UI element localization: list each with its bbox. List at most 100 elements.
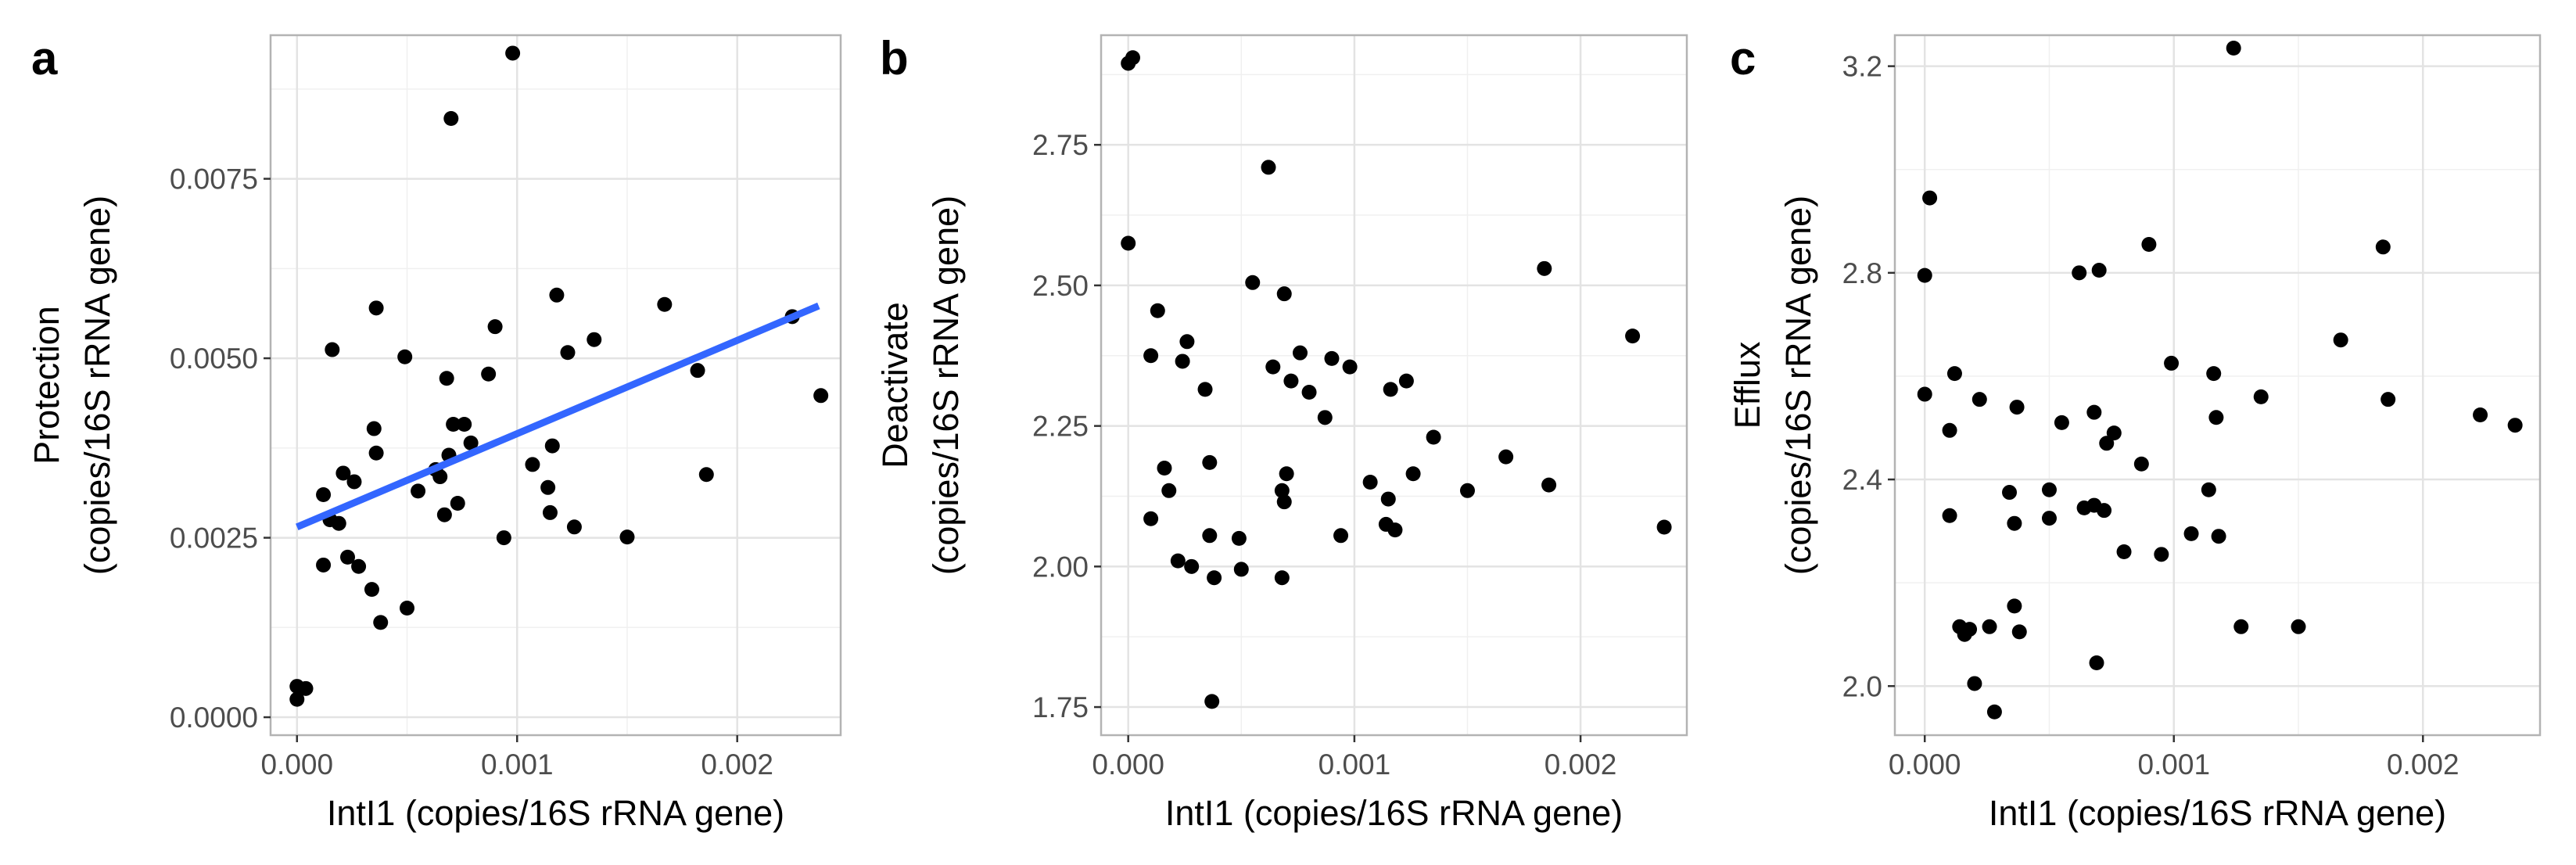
data-point bbox=[1383, 382, 1398, 397]
data-point bbox=[1231, 530, 1247, 546]
x-axis-title: IntI1 (copies/16S rRNA gene) bbox=[327, 793, 784, 833]
plot-area bbox=[271, 35, 841, 735]
data-point bbox=[373, 615, 389, 630]
data-point bbox=[587, 332, 602, 347]
data-point bbox=[1121, 235, 1136, 251]
y-tick-label: 2.0 bbox=[1842, 670, 1882, 702]
y-tick-label: 0.0075 bbox=[170, 163, 258, 196]
data-point bbox=[566, 519, 582, 535]
y-tick-label: 3.2 bbox=[1842, 51, 1882, 83]
data-point bbox=[450, 496, 465, 511]
data-point bbox=[289, 691, 305, 707]
data-point bbox=[1498, 449, 1514, 465]
panel-c: 0.000 0.001 0.002 2.0 2.4 2.8 3.2 IntI1 (copies… bbox=[1727, 32, 2542, 833]
data-point bbox=[1541, 477, 1557, 493]
data-point bbox=[2041, 482, 2057, 497]
data-point bbox=[1207, 570, 1222, 586]
data-point bbox=[1405, 466, 1421, 482]
x-tick-label: 0.002 bbox=[2387, 748, 2459, 781]
panel-border bbox=[1100, 34, 1688, 737]
data-point bbox=[1143, 348, 1159, 364]
data-point bbox=[2226, 41, 2241, 56]
data-point bbox=[1161, 483, 1177, 498]
panel-letter: a bbox=[31, 32, 58, 84]
data-point bbox=[1292, 345, 1308, 361]
data-point bbox=[1387, 522, 1403, 538]
data-point bbox=[368, 445, 384, 461]
data-point bbox=[443, 110, 459, 126]
data-point bbox=[2007, 598, 2022, 614]
data-point bbox=[1175, 354, 1190, 369]
fit-line bbox=[296, 302, 820, 530]
data-point bbox=[481, 366, 497, 382]
data-point bbox=[690, 363, 705, 379]
data-point bbox=[2089, 655, 2104, 671]
x-tick-label: 0.001 bbox=[2137, 748, 2210, 781]
x-axis-title: IntI1 (copies/16S rRNA gene) bbox=[1165, 793, 1623, 833]
y-axis-title: (copies/16S rRNA gene) bbox=[77, 196, 117, 575]
data-point bbox=[1245, 275, 1261, 290]
data-point bbox=[1179, 334, 1195, 350]
panel-letter: c bbox=[1730, 32, 1756, 84]
panel-letter: b bbox=[880, 32, 909, 84]
data-point bbox=[1333, 528, 1349, 544]
y-axis-title: Deactivate bbox=[875, 302, 915, 468]
data-point bbox=[487, 319, 503, 335]
data-point bbox=[542, 504, 558, 520]
y-tick-label: 0.0050 bbox=[170, 343, 258, 375]
data-point bbox=[2208, 410, 2224, 425]
data-point bbox=[2154, 547, 2169, 562]
data-point bbox=[2211, 529, 2226, 544]
points bbox=[1121, 50, 1672, 709]
data-point bbox=[1537, 260, 1552, 276]
data-point bbox=[813, 388, 829, 404]
x-tick-label: 0.001 bbox=[1318, 748, 1391, 781]
data-point bbox=[1942, 422, 1957, 438]
data-point bbox=[496, 530, 511, 546]
data-point bbox=[560, 345, 576, 361]
data-point bbox=[2164, 355, 2180, 371]
data-point bbox=[2097, 503, 2112, 519]
data-point bbox=[1971, 392, 1987, 407]
gridlines bbox=[1895, 35, 2540, 735]
data-point bbox=[1265, 359, 1281, 375]
plot-area bbox=[1895, 35, 2540, 735]
panel-border bbox=[269, 34, 842, 737]
data-point bbox=[346, 474, 362, 490]
y-axis-title: Efflux bbox=[1727, 341, 1767, 429]
data-point bbox=[1233, 562, 1249, 577]
data-point bbox=[2002, 485, 2018, 501]
data-point bbox=[335, 465, 351, 481]
x-tick-label: 0.002 bbox=[1545, 748, 1617, 781]
data-point bbox=[2183, 526, 2199, 541]
y-tick-label: 2.75 bbox=[1032, 129, 1089, 161]
y-tick-label: 2.8 bbox=[1842, 257, 1882, 289]
data-point bbox=[544, 438, 560, 454]
data-point bbox=[657, 296, 673, 312]
panel-border bbox=[1893, 34, 2542, 737]
data-point bbox=[2380, 392, 2396, 407]
data-point bbox=[1362, 475, 1378, 490]
data-point bbox=[368, 300, 384, 316]
data-point bbox=[316, 557, 332, 572]
panel-b: 0.000 0.001 0.002 1.75 2.00 2.25 2.50 2.75 IntI1… bbox=[875, 32, 1688, 833]
data-point bbox=[1625, 328, 1641, 344]
y-tick-label: 2.4 bbox=[1842, 464, 1882, 496]
data-point bbox=[2375, 239, 2391, 255]
x-tick-label: 0.000 bbox=[1092, 748, 1164, 781]
data-point bbox=[463, 435, 479, 450]
data-point bbox=[1967, 676, 1982, 691]
data-point bbox=[2507, 418, 2523, 433]
data-point bbox=[1125, 50, 1140, 66]
data-point bbox=[1274, 483, 1290, 498]
data-point bbox=[2041, 511, 2057, 526]
data-point bbox=[2141, 237, 2157, 253]
data-point bbox=[1982, 619, 1997, 634]
data-point bbox=[2116, 544, 2132, 560]
data-point bbox=[1197, 382, 1213, 397]
points bbox=[289, 45, 829, 707]
data-point bbox=[2009, 400, 2025, 415]
data-point bbox=[2054, 415, 2069, 430]
data-point bbox=[1143, 511, 1159, 526]
data-point bbox=[1261, 160, 1276, 175]
